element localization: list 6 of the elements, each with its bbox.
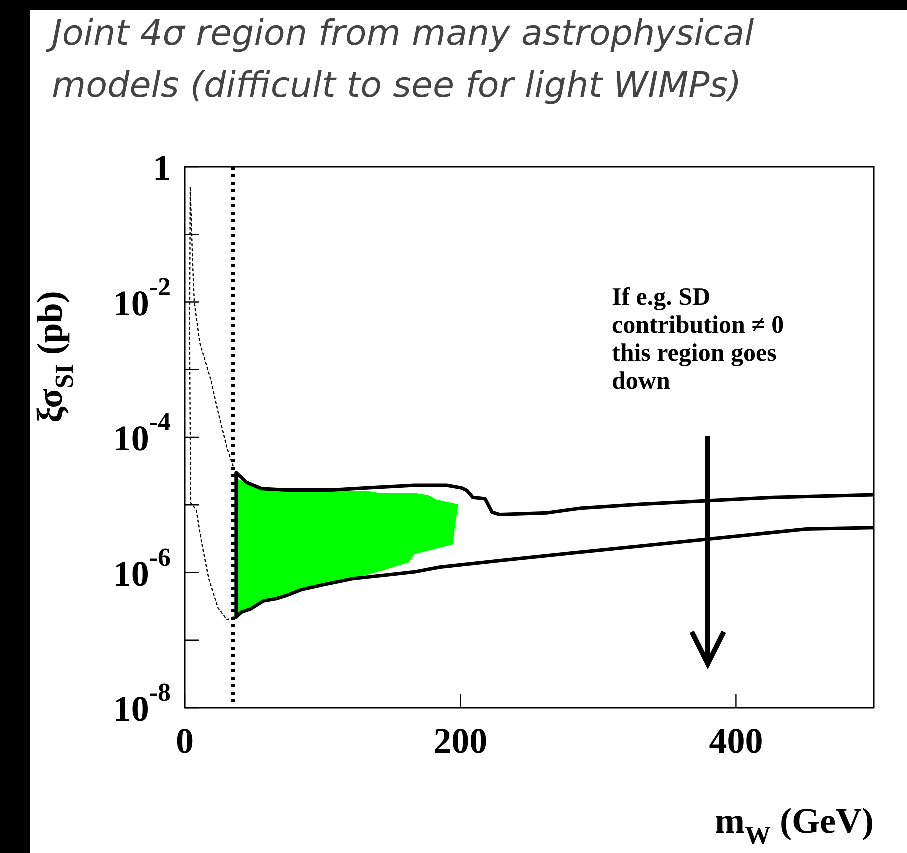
annotation: If e.g. SD contribution ≠ 0 this region goes down: [612, 284, 786, 396]
x-tick-label: 400: [709, 721, 764, 761]
y-tick-label: 1: [153, 148, 171, 188]
x-tick-label: 0: [176, 721, 194, 761]
y-axis-title: ξσSI (pb): [30, 291, 79, 423]
x-tick-label: 200: [434, 721, 488, 761]
